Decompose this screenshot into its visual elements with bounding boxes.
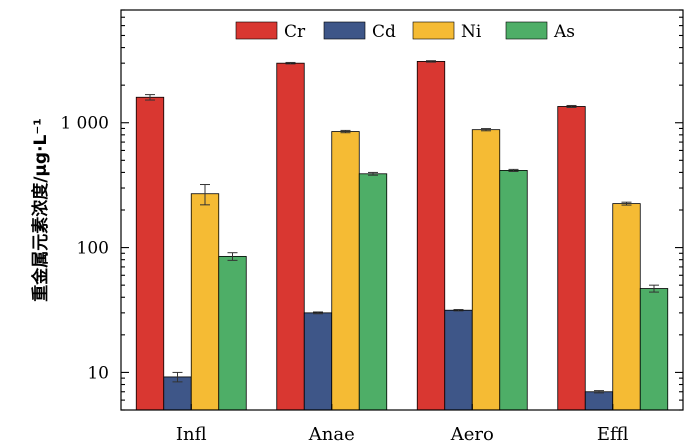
legend-swatch <box>235 21 278 40</box>
bar-ni-infl <box>190 193 220 411</box>
legend-item-cr: Cr <box>235 21 306 42</box>
error-bar-as-effl <box>649 284 659 293</box>
error-bar-cd-infl <box>172 371 183 383</box>
error-bar-ni-effl <box>621 201 632 206</box>
y-tick-label: 10 <box>87 363 109 383</box>
legend-label: Ni <box>461 22 482 42</box>
legend-label: As <box>553 22 575 42</box>
error-bar-cr-aero <box>426 60 436 63</box>
x-tick-label-infl: Infl <box>176 424 207 445</box>
legend-item-ni: Ni <box>412 21 482 42</box>
error-bar-as-infl <box>227 252 238 261</box>
bar-cr-anae <box>276 62 305 411</box>
bar-as-anae <box>358 173 388 411</box>
x-tick-label-aero: Aero <box>450 424 494 445</box>
error-bar-cd-anae <box>313 311 323 315</box>
error-bar-ni-infl <box>200 184 210 206</box>
error-bar-cd-aero <box>453 309 464 312</box>
bar-cr-infl <box>135 96 165 411</box>
legend-item-as: As <box>505 21 575 42</box>
legend-label: Cr <box>284 22 306 42</box>
bar-cd-aero <box>444 309 473 411</box>
error-bar-cr-infl <box>145 94 155 101</box>
bar-ni-effl <box>612 203 641 411</box>
x-tick-label-effl: Effl <box>597 424 629 445</box>
bar-as-infl <box>218 255 247 411</box>
error-bar-cr-effl <box>566 104 577 108</box>
legend: Cr Cd Ni As <box>235 21 575 42</box>
error-bar-ni-aero <box>481 128 491 132</box>
bar-as-aero <box>499 170 528 411</box>
legend-swatch <box>505 21 548 40</box>
error-bar-as-anae <box>368 171 378 176</box>
y-tick-label: 100 <box>77 239 109 259</box>
bars-layer <box>135 60 669 411</box>
bar-cr-effl <box>557 106 586 411</box>
error-bar-cr-anae <box>285 61 296 65</box>
error-bar-cd-effl <box>594 390 604 394</box>
bar-cd-anae <box>303 312 333 411</box>
bar-as-effl <box>639 288 669 411</box>
legend-item-cd: Cd <box>323 21 396 42</box>
error-bar-ni-anae <box>340 129 351 134</box>
y-tick-label: 1 000 <box>60 114 109 134</box>
x-tick-label-anae: Anae <box>308 424 355 445</box>
y-axis-ticks: 10 100 1 000 <box>60 9 683 411</box>
bar-ni-aero <box>471 129 501 411</box>
bar-cd-infl <box>163 376 192 411</box>
error-bar-as-aero <box>508 168 519 172</box>
bar-cd-effl <box>584 391 614 411</box>
bar-cr-aero <box>416 60 446 411</box>
legend-swatch <box>412 21 455 40</box>
legend-label: Cd <box>372 22 396 42</box>
bar-ni-anae <box>331 131 360 411</box>
x-axis-labels: Infl Anae Aero Effl <box>176 404 629 445</box>
y-axis-label: 重金属元素浓度/μg·L⁻¹ <box>30 118 51 302</box>
legend-swatch <box>323 21 366 40</box>
